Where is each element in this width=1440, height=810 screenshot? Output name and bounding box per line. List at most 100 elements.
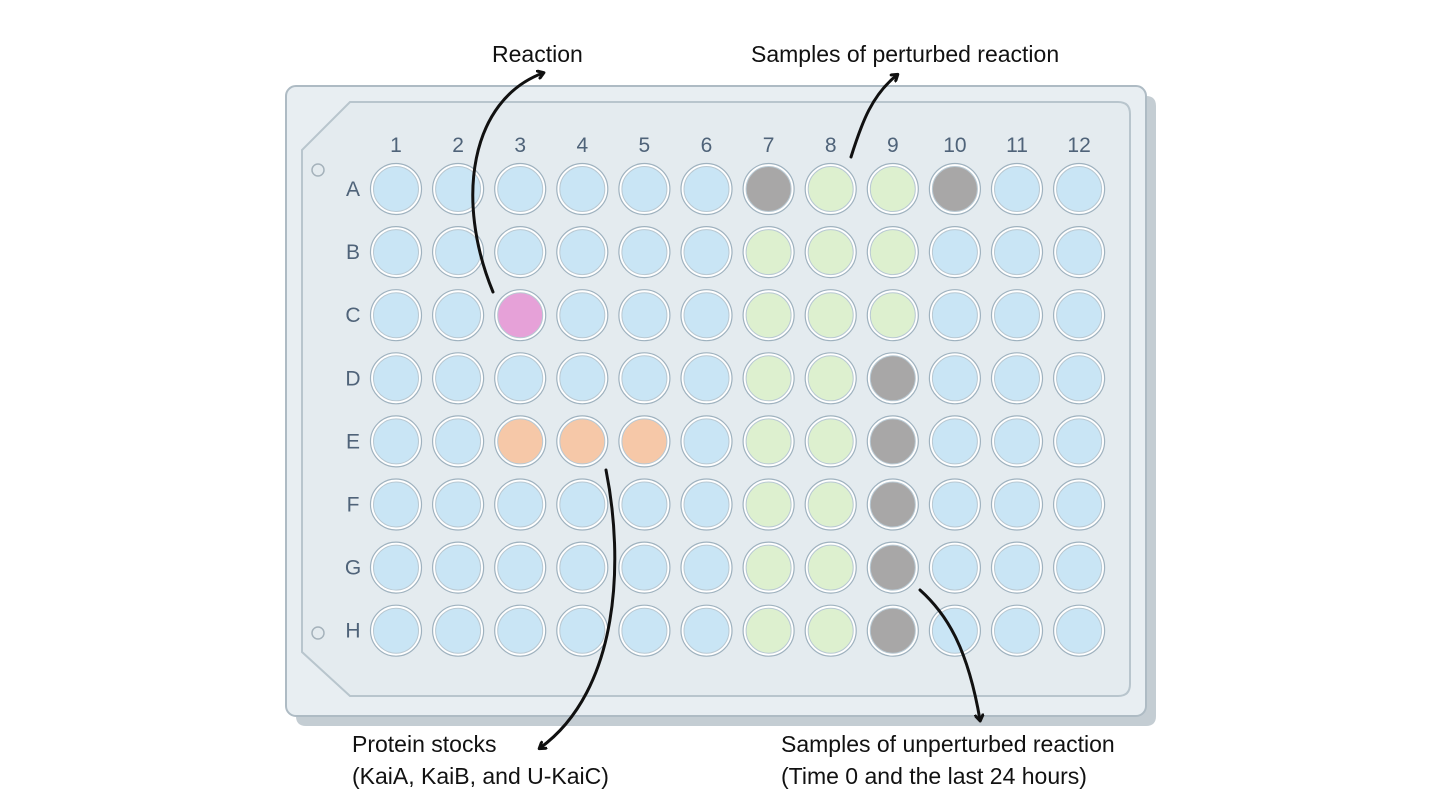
well-F3 <box>497 481 544 528</box>
protein-stocks-arrow <box>540 468 617 748</box>
well-D11 <box>994 355 1040 402</box>
well-A10 <box>931 166 978 212</box>
well-F4 <box>559 481 606 528</box>
well-F11 <box>994 481 1040 528</box>
well-F12 <box>1056 481 1103 528</box>
column-label-12: 12 <box>1067 134 1090 157</box>
column-label-8: 8 <box>825 134 837 157</box>
column-label-2: 2 <box>452 134 464 157</box>
well-G7 <box>745 544 792 591</box>
well-F10 <box>931 481 978 528</box>
unperturbed-samples-line-2: (Time 0 and the last 24 hours) <box>781 763 1087 789</box>
unperturbed-arrow <box>918 588 980 720</box>
column-label-5: 5 <box>639 134 651 157</box>
well-B7 <box>745 229 792 276</box>
well-H1 <box>373 607 419 654</box>
column-label-3: 3 <box>514 134 526 157</box>
plate-pin-bottom <box>311 626 325 640</box>
well-C6 <box>683 292 730 339</box>
column-label-1: 1 <box>390 134 402 157</box>
well-B12 <box>1056 229 1103 276</box>
well-D3 <box>497 355 544 402</box>
well-E9 <box>869 418 916 465</box>
well-E4 <box>559 418 606 465</box>
column-label-10: 10 <box>943 134 966 157</box>
well-A6 <box>683 166 730 212</box>
well-H3 <box>497 607 544 654</box>
well-B6 <box>683 229 730 276</box>
well-G4 <box>559 544 606 591</box>
well-H4 <box>559 607 606 654</box>
well-H10 <box>931 607 978 654</box>
well-E7 <box>745 418 792 465</box>
well-C7 <box>745 292 792 339</box>
well-F8 <box>807 481 854 528</box>
well-F9 <box>869 481 916 528</box>
well-G3 <box>497 544 544 591</box>
well-D7 <box>745 355 792 402</box>
well-F5 <box>621 481 668 528</box>
row-label-G: G <box>345 557 361 580</box>
reaction-label: Reaction <box>492 41 583 67</box>
well-B2 <box>435 229 482 276</box>
plate-pin-top <box>311 163 325 177</box>
well-E8 <box>807 418 854 465</box>
well-E5 <box>621 418 668 465</box>
well-G8 <box>807 544 854 591</box>
well-C11 <box>994 292 1040 339</box>
well-B1 <box>373 229 419 276</box>
well-A3 <box>497 166 544 212</box>
well-H11 <box>994 607 1040 654</box>
well-B10 <box>931 229 978 276</box>
row-label-A: A <box>346 178 360 201</box>
well-E12 <box>1056 418 1103 465</box>
well-A1 <box>373 166 419 212</box>
well-E10 <box>931 418 978 465</box>
well-E1 <box>373 418 419 465</box>
column-label-4: 4 <box>576 134 588 157</box>
well-D5 <box>621 355 668 402</box>
well-G5 <box>621 544 668 591</box>
wells <box>369 162 1106 657</box>
well-C8 <box>807 292 854 339</box>
column-label-7: 7 <box>763 134 775 157</box>
row-label-B: B <box>346 241 360 264</box>
well-F6 <box>683 481 730 528</box>
well-F1 <box>373 481 419 528</box>
row-label-E: E <box>346 430 360 453</box>
well-C1 <box>373 292 419 339</box>
well-G12 <box>1056 544 1103 591</box>
row-label-D: D <box>345 367 360 390</box>
well-D12 <box>1056 355 1103 402</box>
well-F7 <box>745 481 792 528</box>
protein-stocks-line-1: Protein stocks <box>352 731 497 757</box>
well-H7 <box>745 607 792 654</box>
well-G6 <box>683 544 730 591</box>
column-label-11: 11 <box>1006 134 1028 157</box>
well-A4 <box>559 166 606 212</box>
column-label-9: 9 <box>887 134 899 157</box>
well-H6 <box>683 607 730 654</box>
row-label-F: F <box>347 494 360 517</box>
well-D8 <box>807 355 854 402</box>
well-F2 <box>435 481 482 528</box>
well-H12 <box>1056 607 1103 654</box>
well-H8 <box>807 607 854 654</box>
well-C3 <box>497 292 544 339</box>
well-C10 <box>931 292 978 339</box>
well-D10 <box>931 355 978 402</box>
perturbed-arrow <box>849 75 897 159</box>
well-B4 <box>559 229 606 276</box>
well-D6 <box>683 355 730 402</box>
well-A2 <box>435 166 482 212</box>
well-D9 <box>869 355 916 402</box>
well-A9 <box>869 166 916 212</box>
well-E6 <box>683 418 730 465</box>
well-B11 <box>994 229 1040 276</box>
reaction-arrow <box>471 73 543 294</box>
well-C4 <box>559 292 606 339</box>
well-A5 <box>621 166 668 212</box>
well-A7 <box>745 166 792 212</box>
well-C12 <box>1056 292 1103 339</box>
